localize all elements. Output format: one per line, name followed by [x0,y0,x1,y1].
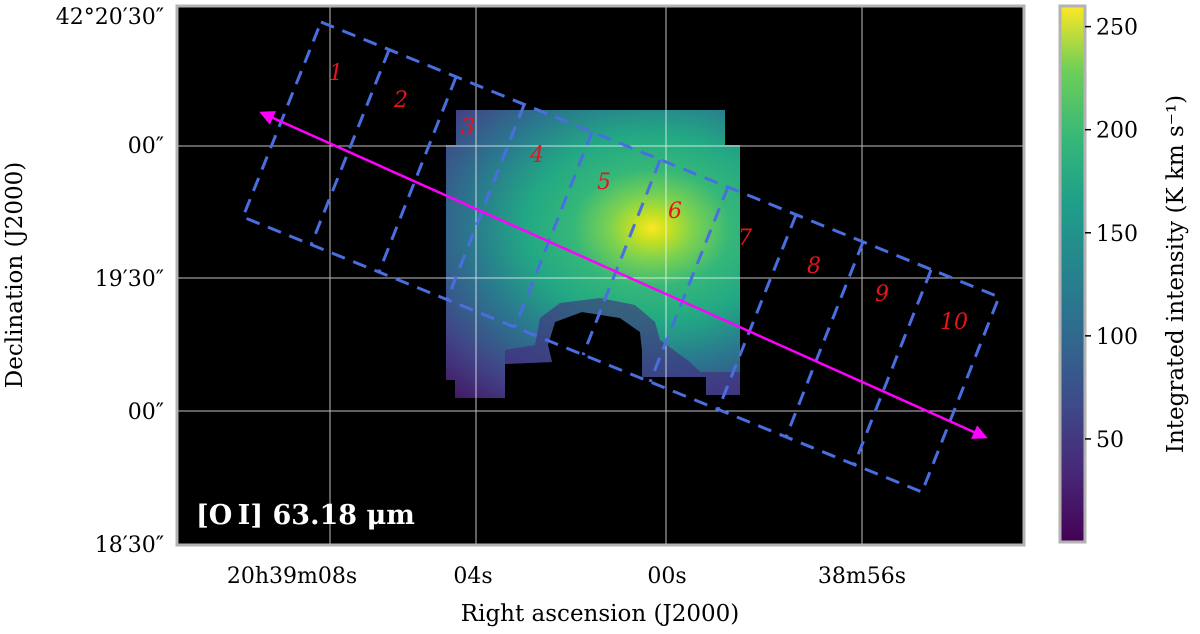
y-tick-label: 00″ [128,134,164,159]
colorbar-ticks: 50 100 150 200 250 [1085,16,1138,453]
y-tick-label: 19′30″ [95,267,164,292]
y-tick-label: 18′30″ [95,533,164,558]
colorbar: 50 100 150 200 250 Integrated intensity (K k… [1058,4,1189,544]
cut-line-arrow [259,111,988,439]
region-label: 6 [668,199,682,224]
x-tick-label: 00s [647,564,686,589]
x-tick-label: 20h39m08s [227,564,357,589]
x-tick-labels: 20h39m08s 04s 00s 38m56s [227,564,906,589]
x-tick-label: 04s [453,564,492,589]
plot-frame [175,4,1026,547]
x-tick-label: 38m56s [818,564,906,589]
region-label: 1 [329,61,343,86]
region-label: 7 [738,226,752,251]
colorbar-tick-label: 200 [1096,119,1138,144]
line-label: [O I] 63.18 μm [196,500,415,531]
region-label: 3 [461,115,475,140]
colorbar-tick-label: 50 [1096,428,1124,453]
colorbar-gradient [1058,4,1087,544]
region-label: 10 [940,310,968,335]
region-label: 4 [529,143,544,168]
region-label: 2 [393,88,408,113]
colorbar-tick-label: 150 [1096,222,1138,247]
colorbar-label: Integrated intensity (K km s⁻¹) [1163,95,1189,453]
region-label: 8 [807,254,821,279]
colorbar-tick-label: 100 [1096,325,1138,350]
y-tick-labels: 42°20′30″ 00″ 19′30″ 00″ 18′30″ [56,5,164,558]
colorbar-tick-label: 250 [1096,16,1138,41]
y-tick-label: 42°20′30″ [56,5,164,30]
region-label: 5 [597,170,611,195]
y-tick-label: 00″ [128,400,164,425]
region-label: 9 [875,282,889,307]
y-axis-title: Declination (J2000) [2,162,28,388]
x-axis-title: Right ascension (J2000) [461,601,739,627]
